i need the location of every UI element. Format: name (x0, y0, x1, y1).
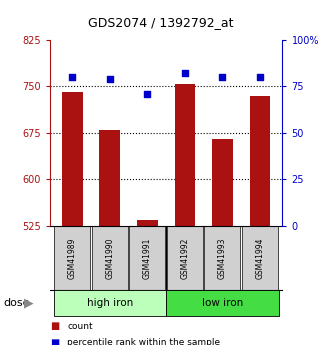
Point (182, 70, 187, 76)
Bar (62, 92, 82, 226)
Text: percentile rank within the sample: percentile rank within the sample (67, 338, 221, 345)
Bar (204, 226, 240, 290)
Bar (100, 130, 120, 226)
Text: low iron: low iron (202, 298, 243, 308)
Text: GSM41990: GSM41990 (105, 237, 114, 279)
Text: high iron: high iron (87, 298, 133, 308)
Text: ■: ■ (50, 338, 59, 345)
Bar (175, 85, 195, 226)
Text: GSM41992: GSM41992 (180, 237, 189, 278)
Text: GDS2074 / 1392792_at: GDS2074 / 1392792_at (88, 16, 233, 29)
Text: GSM41993: GSM41993 (218, 237, 227, 279)
Bar (137, 220, 158, 226)
Point (220, 74, 225, 80)
Bar (166, 290, 279, 316)
Bar (129, 226, 165, 290)
Text: GSM41989: GSM41989 (68, 237, 77, 278)
Point (107, 76, 112, 81)
Text: ▶: ▶ (24, 296, 34, 309)
Bar (212, 139, 233, 226)
Bar (242, 226, 278, 290)
Bar (54, 290, 166, 316)
Bar (92, 226, 128, 290)
Text: dose: dose (3, 298, 30, 308)
Text: GSM41991: GSM41991 (143, 237, 152, 278)
Point (70, 74, 75, 80)
Text: ■: ■ (50, 321, 59, 331)
Text: count: count (67, 322, 93, 331)
Bar (167, 226, 203, 290)
Bar (54, 226, 90, 290)
Point (145, 91, 150, 97)
Bar (250, 96, 270, 226)
Text: GSM41994: GSM41994 (256, 237, 265, 279)
Point (257, 74, 263, 80)
